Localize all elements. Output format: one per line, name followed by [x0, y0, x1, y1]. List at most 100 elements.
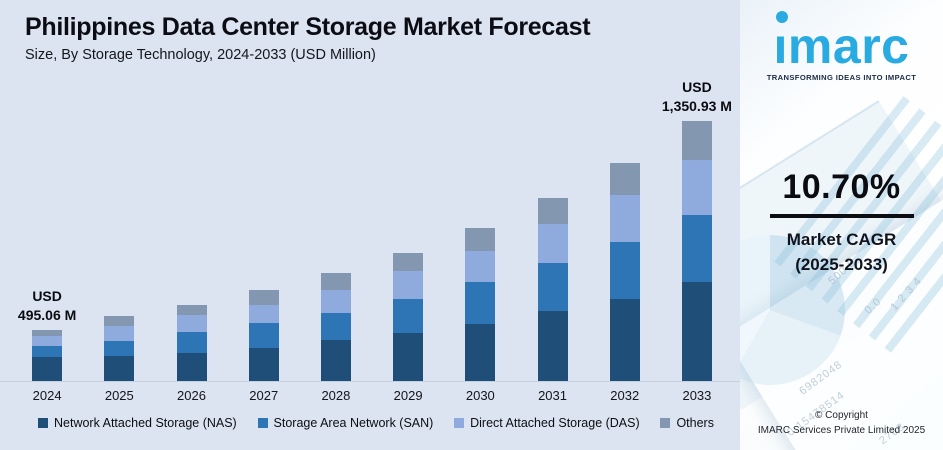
- legend-swatch-others: [660, 417, 671, 428]
- legend-swatch-das: [454, 417, 465, 428]
- legend-label-nas: Network Attached Storage (NAS): [54, 415, 237, 430]
- logo-tagline: TRANSFORMING IDEAS INTO IMPACT: [766, 73, 917, 82]
- bar-segment-2033-others: [681, 120, 712, 160]
- x-label-2026: 2026: [177, 387, 206, 403]
- bar-segment-2031-nas: [537, 310, 568, 381]
- imarc-logo-wordmark: ımarc: [773, 11, 910, 74]
- cagr-label: Market CAGR: [786, 230, 897, 249]
- bar-segment-2027-san: [248, 322, 279, 348]
- x-label-2025: 2025: [104, 387, 134, 403]
- bar-segment-2026-others: [176, 304, 207, 315]
- x-label-2030: 2030: [465, 387, 495, 403]
- bar-2027: [248, 289, 279, 381]
- x-label-2031: 2031: [538, 387, 567, 403]
- bar-segment-2025-others: [104, 315, 135, 326]
- legend-swatch-nas: [38, 417, 48, 428]
- cagr-years: (2025-2033): [795, 255, 888, 274]
- bar-segment-2026-das: [176, 314, 207, 332]
- bar-2030: [465, 227, 496, 381]
- annotation-2033-line2: 1,350.93 M: [661, 97, 732, 114]
- bar-2026: [176, 304, 207, 381]
- bar-2033: [681, 120, 712, 381]
- bar-2028: [320, 272, 351, 381]
- bar-segment-2026-nas: [176, 352, 207, 381]
- copyright: © Copyright IMARC Services Private Limit…: [758, 408, 925, 438]
- annotation-2033: USD 1,350.93 M: [662, 78, 732, 114]
- cagr-value: 10.70%: [782, 168, 901, 206]
- annotation-2024-line1: USD: [32, 288, 62, 305]
- bar-column-2027: [228, 289, 300, 381]
- bar-segment-2028-san: [320, 312, 351, 340]
- x-label-2033: 2033: [682, 387, 712, 403]
- copyright-line1: © Copyright: [815, 410, 868, 421]
- bar-segment-2027-others: [248, 289, 279, 305]
- cagr-divider: [769, 214, 914, 218]
- x-label-2028: 2028: [321, 387, 351, 403]
- bar-segment-2028-others: [320, 272, 351, 290]
- chart-header: Philippines Data Center Storage Market F…: [0, 0, 740, 63]
- legend-item-nas: Network Attached Storage (NAS): [38, 416, 237, 430]
- bar-segment-2031-others: [537, 197, 568, 224]
- bar-segment-2029-others: [393, 252, 424, 271]
- page-title: Philippines Data Center Storage Market F…: [25, 13, 591, 41]
- x-label-2029: 2029: [393, 387, 423, 403]
- bar-segment-2030-nas: [465, 323, 496, 381]
- bar-column-2025: [83, 315, 155, 381]
- bar-2032: [609, 162, 640, 381]
- bar-segment-2032-others: [609, 162, 640, 195]
- copyright-line2: IMARC Services Private Limited 2025: [757, 425, 926, 436]
- bar-column-2024: USD 495.06 M: [11, 287, 83, 381]
- brand-sidebar: ımarc TRANSFORMING IDEAS INTO IMPACT 10.…: [740, 0, 943, 450]
- x-label-2027: 2027: [249, 387, 279, 403]
- bar-segment-2031-san: [537, 262, 568, 311]
- bar-segment-2025-nas: [104, 355, 135, 381]
- legend-item-san: Storage Area Network (SAN): [257, 415, 434, 430]
- bar-segment-2030-das: [465, 250, 496, 282]
- watermark-number-1: 0.0: [862, 295, 884, 317]
- bar-segment-2031-das: [537, 223, 568, 263]
- cagr-block: 10.70% Market CAGR (2025-2033): [769, 168, 914, 275]
- imarc-logo-dot-icon: [775, 11, 788, 23]
- bar-segment-2030-others: [465, 227, 496, 251]
- bar-segment-2030-san: [465, 281, 496, 324]
- logo-text: ımarc: [773, 18, 910, 74]
- bar-column-2032: [589, 162, 661, 381]
- legend-swatch-san: [257, 417, 268, 428]
- watermark-number-2: 1 2 3 4: [888, 274, 925, 314]
- imarc-logo: ımarc TRANSFORMING IDEAS INTO IMPACT: [766, 11, 917, 82]
- bar-2029: [393, 252, 424, 381]
- bar-column-2029: [372, 252, 444, 381]
- bar-segment-2024-das: [32, 335, 63, 346]
- legend-label-others: Others: [676, 415, 714, 430]
- legend-item-das: Direct Attached Storage (DAS): [454, 416, 640, 430]
- annotation-2024-line2: 495.06 M: [17, 306, 77, 323]
- bar-segment-2033-das: [681, 159, 712, 215]
- bar-segment-2028-nas: [320, 339, 351, 381]
- bar-column-2030: [444, 227, 516, 381]
- bar-segment-2025-san: [104, 340, 135, 356]
- bar-segment-2029-san: [393, 298, 424, 333]
- x-axis-labels: 2024 2025 2026 2027 2028 2029 2030 2031 2032 2033: [0, 388, 740, 403]
- bar-segment-2032-das: [609, 194, 640, 242]
- bar-segment-2029-das: [393, 270, 424, 299]
- bar-segment-2024-others: [32, 329, 63, 336]
- legend: Network Attached Storage (NAS) Storage Ar…: [0, 416, 740, 430]
- legend-item-others: Others: [660, 416, 714, 430]
- bar-segment-2024-san: [32, 345, 63, 357]
- bar-segment-2028-das: [320, 289, 351, 313]
- legend-label-san: Storage Area Network (SAN): [273, 415, 434, 430]
- bar-column-2033: USD 1,350.93 M: [661, 78, 733, 381]
- bar-segment-2026-san: [176, 331, 207, 353]
- bar-segment-2032-san: [609, 241, 640, 299]
- bar-segment-2027-das: [248, 304, 279, 323]
- bar-2025: [104, 315, 135, 381]
- bar-segment-2032-nas: [609, 298, 640, 381]
- bar-segment-2024-nas: [32, 356, 63, 381]
- annotation-2033-line1: USD: [682, 79, 712, 96]
- bar-column-2031: [516, 197, 588, 381]
- x-label-2024: 2024: [32, 387, 62, 403]
- bar-segment-2033-nas: [681, 281, 712, 381]
- page-subtitle: Size, By Storage Technology, 2024-2033 (…: [25, 46, 376, 63]
- annotation-2024: USD 495.06 M: [18, 287, 76, 323]
